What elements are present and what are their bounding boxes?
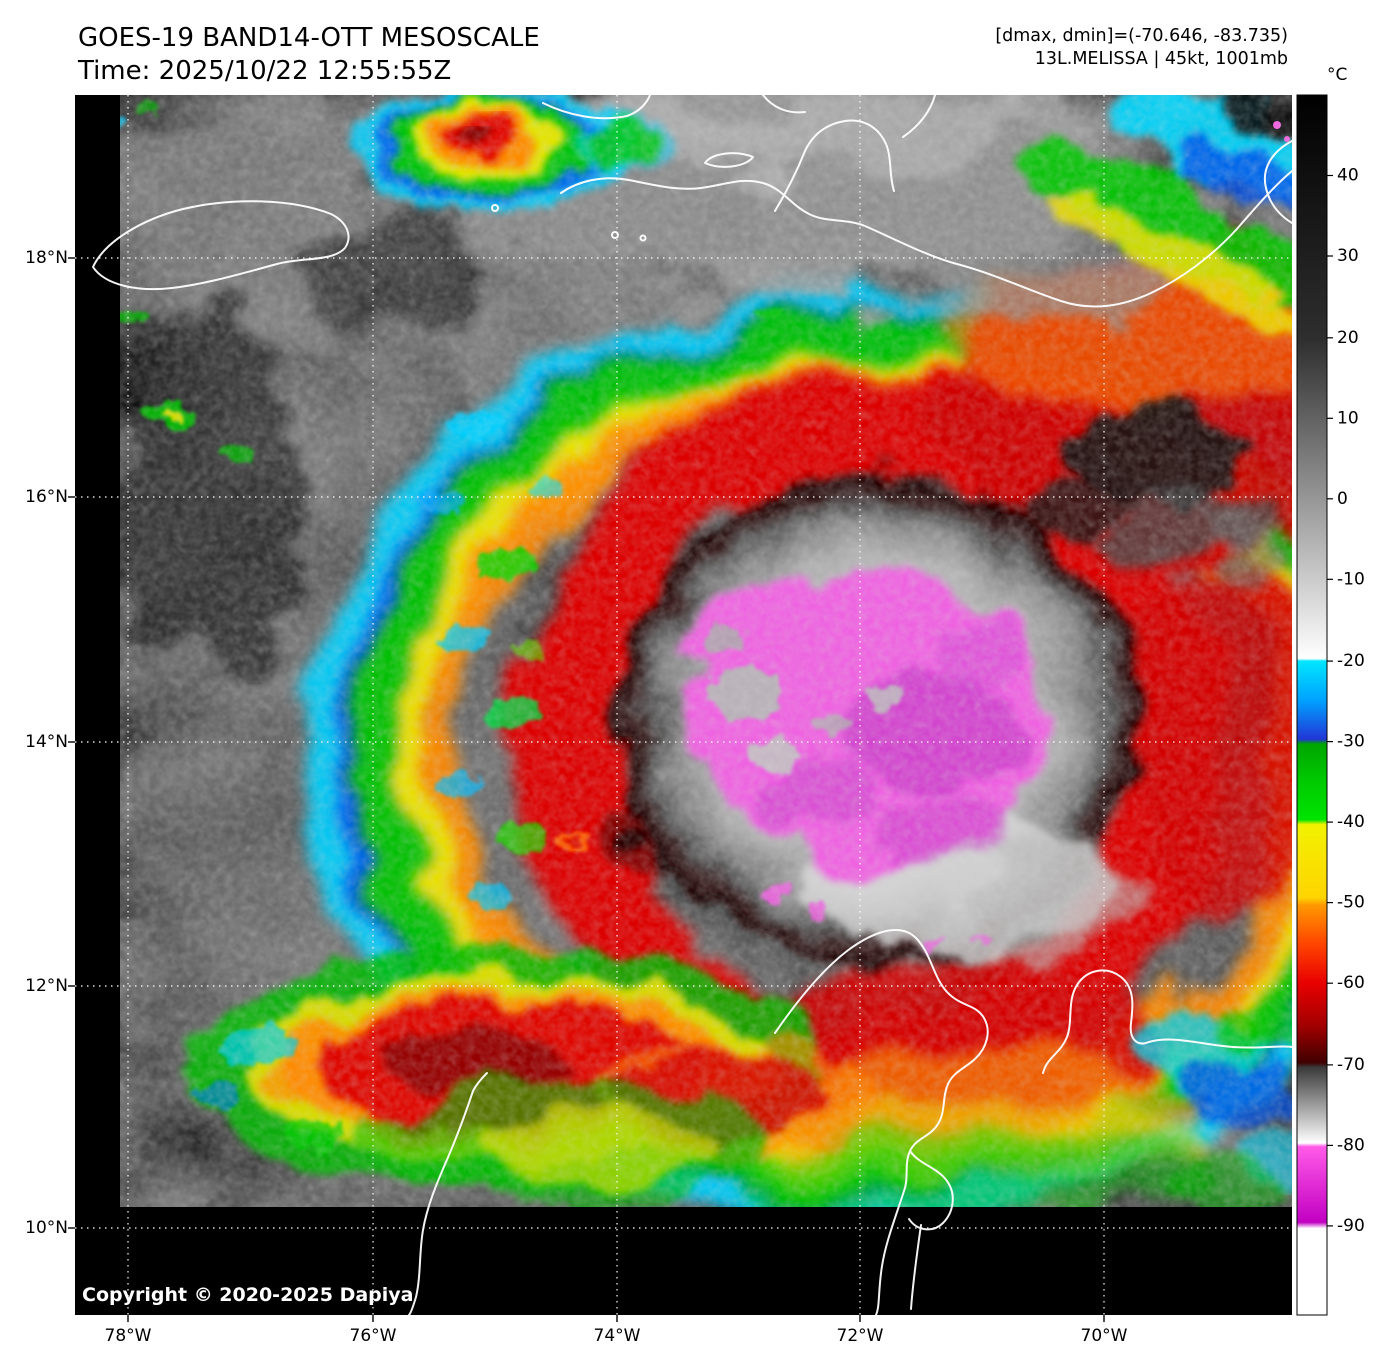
colorbar-ticks bbox=[1327, 174, 1333, 1227]
map-frame bbox=[75, 94, 1293, 1316]
lat-label: 14°N bbox=[25, 732, 68, 752]
longitude-labels: 78°W 76°W 74°W 72°W 70°W bbox=[105, 1326, 1128, 1346]
colorbar-tick-labels: 40 30 20 10 0 -10 -20 -30 -40 -50 -60 -7… bbox=[1337, 166, 1365, 1236]
coastline-port-au-prince-bay bbox=[774, 119, 895, 212]
colorbar-tick-label: -30 bbox=[1337, 732, 1365, 752]
graticule-layer bbox=[75, 95, 1292, 1315]
lat-label: 12°N bbox=[25, 976, 68, 996]
coastline-hispaniola-south bbox=[560, 170, 1293, 308]
coastline-maracaibo-lake bbox=[908, 1150, 954, 1231]
colorbar-tick-label: -40 bbox=[1337, 812, 1365, 832]
coastline-hispaniola-north-a bbox=[762, 94, 806, 114]
lon-label: 78°W bbox=[105, 1326, 152, 1346]
colorbar-tick-label: 30 bbox=[1337, 246, 1359, 266]
axis-ticks bbox=[68, 257, 1105, 1322]
dmax-dmin-label: [dmax, dmin]=(-70.646, -83.735) bbox=[995, 26, 1288, 46]
lat-label: 10°N bbox=[25, 1218, 68, 1238]
lat-label: 18°N bbox=[25, 248, 68, 268]
product-title: GOES-19 BAND14-OTT MESOSCALE bbox=[78, 23, 540, 53]
colorbar-tick-label: -90 bbox=[1337, 1216, 1365, 1236]
colorbar-tick-label: -20 bbox=[1337, 651, 1365, 671]
colorbar-tick-label: 10 bbox=[1337, 408, 1359, 428]
small-island-c bbox=[639, 234, 647, 242]
colorbar-tick-label: -80 bbox=[1337, 1135, 1365, 1155]
coastline-guajira-venezuela bbox=[774, 929, 989, 1316]
colorbar-unit-label: °C bbox=[1327, 65, 1347, 85]
latitude-labels: 18°N 16°N 14°N 12°N 10°N bbox=[25, 248, 68, 1238]
colorbar-tick-label: -10 bbox=[1337, 569, 1365, 589]
colorbar-tick-label: -70 bbox=[1337, 1055, 1365, 1075]
coastline-paraguana bbox=[1042, 969, 1150, 1074]
coastline-northeast-islands bbox=[1263, 140, 1293, 224]
colorbar-gradient bbox=[1296, 94, 1328, 1316]
coastline-venezuela-east bbox=[1148, 1038, 1293, 1049]
colorbar-tick-label: 40 bbox=[1337, 166, 1359, 186]
lat-label: 16°N bbox=[25, 487, 68, 507]
colorbar-tick-label: -60 bbox=[1337, 973, 1365, 993]
coastline-jamaica bbox=[92, 200, 350, 291]
colorbar-tick-label: -50 bbox=[1337, 893, 1365, 913]
coastline-hispaniola-north-b bbox=[902, 94, 936, 138]
satellite-image-layer bbox=[120, 95, 1292, 1207]
storm-info-label: 13L.MELISSA | 45kt, 1001mb bbox=[1035, 49, 1288, 69]
coastlines-layer bbox=[92, 94, 1293, 1316]
lon-label: 76°W bbox=[350, 1326, 397, 1346]
colorbar-tick-label: 0 bbox=[1337, 489, 1348, 509]
small-island-a bbox=[491, 204, 499, 212]
lon-label: 70°W bbox=[1081, 1326, 1128, 1346]
lon-label: 72°W bbox=[837, 1326, 884, 1346]
colorbar: 40 30 20 10 0 -10 -20 -30 -40 -50 -60 -7… bbox=[1296, 94, 1365, 1316]
small-island-b bbox=[611, 231, 619, 239]
copyright-label: Copyright © 2020-2025 Dapiya bbox=[82, 1284, 413, 1306]
coastline-colombia bbox=[408, 1072, 488, 1316]
lon-label: 74°W bbox=[594, 1326, 641, 1346]
time-label: Time: 2025/10/22 12:55:55Z bbox=[77, 56, 451, 86]
sensor-grain-overlay bbox=[120, 95, 1292, 1207]
coastline-maracaibo-shore bbox=[910, 1224, 922, 1310]
coastline-cuba-tip bbox=[542, 94, 651, 120]
colorbar-tick-label: 20 bbox=[1337, 328, 1359, 348]
coastline-gonave-island bbox=[704, 152, 754, 168]
